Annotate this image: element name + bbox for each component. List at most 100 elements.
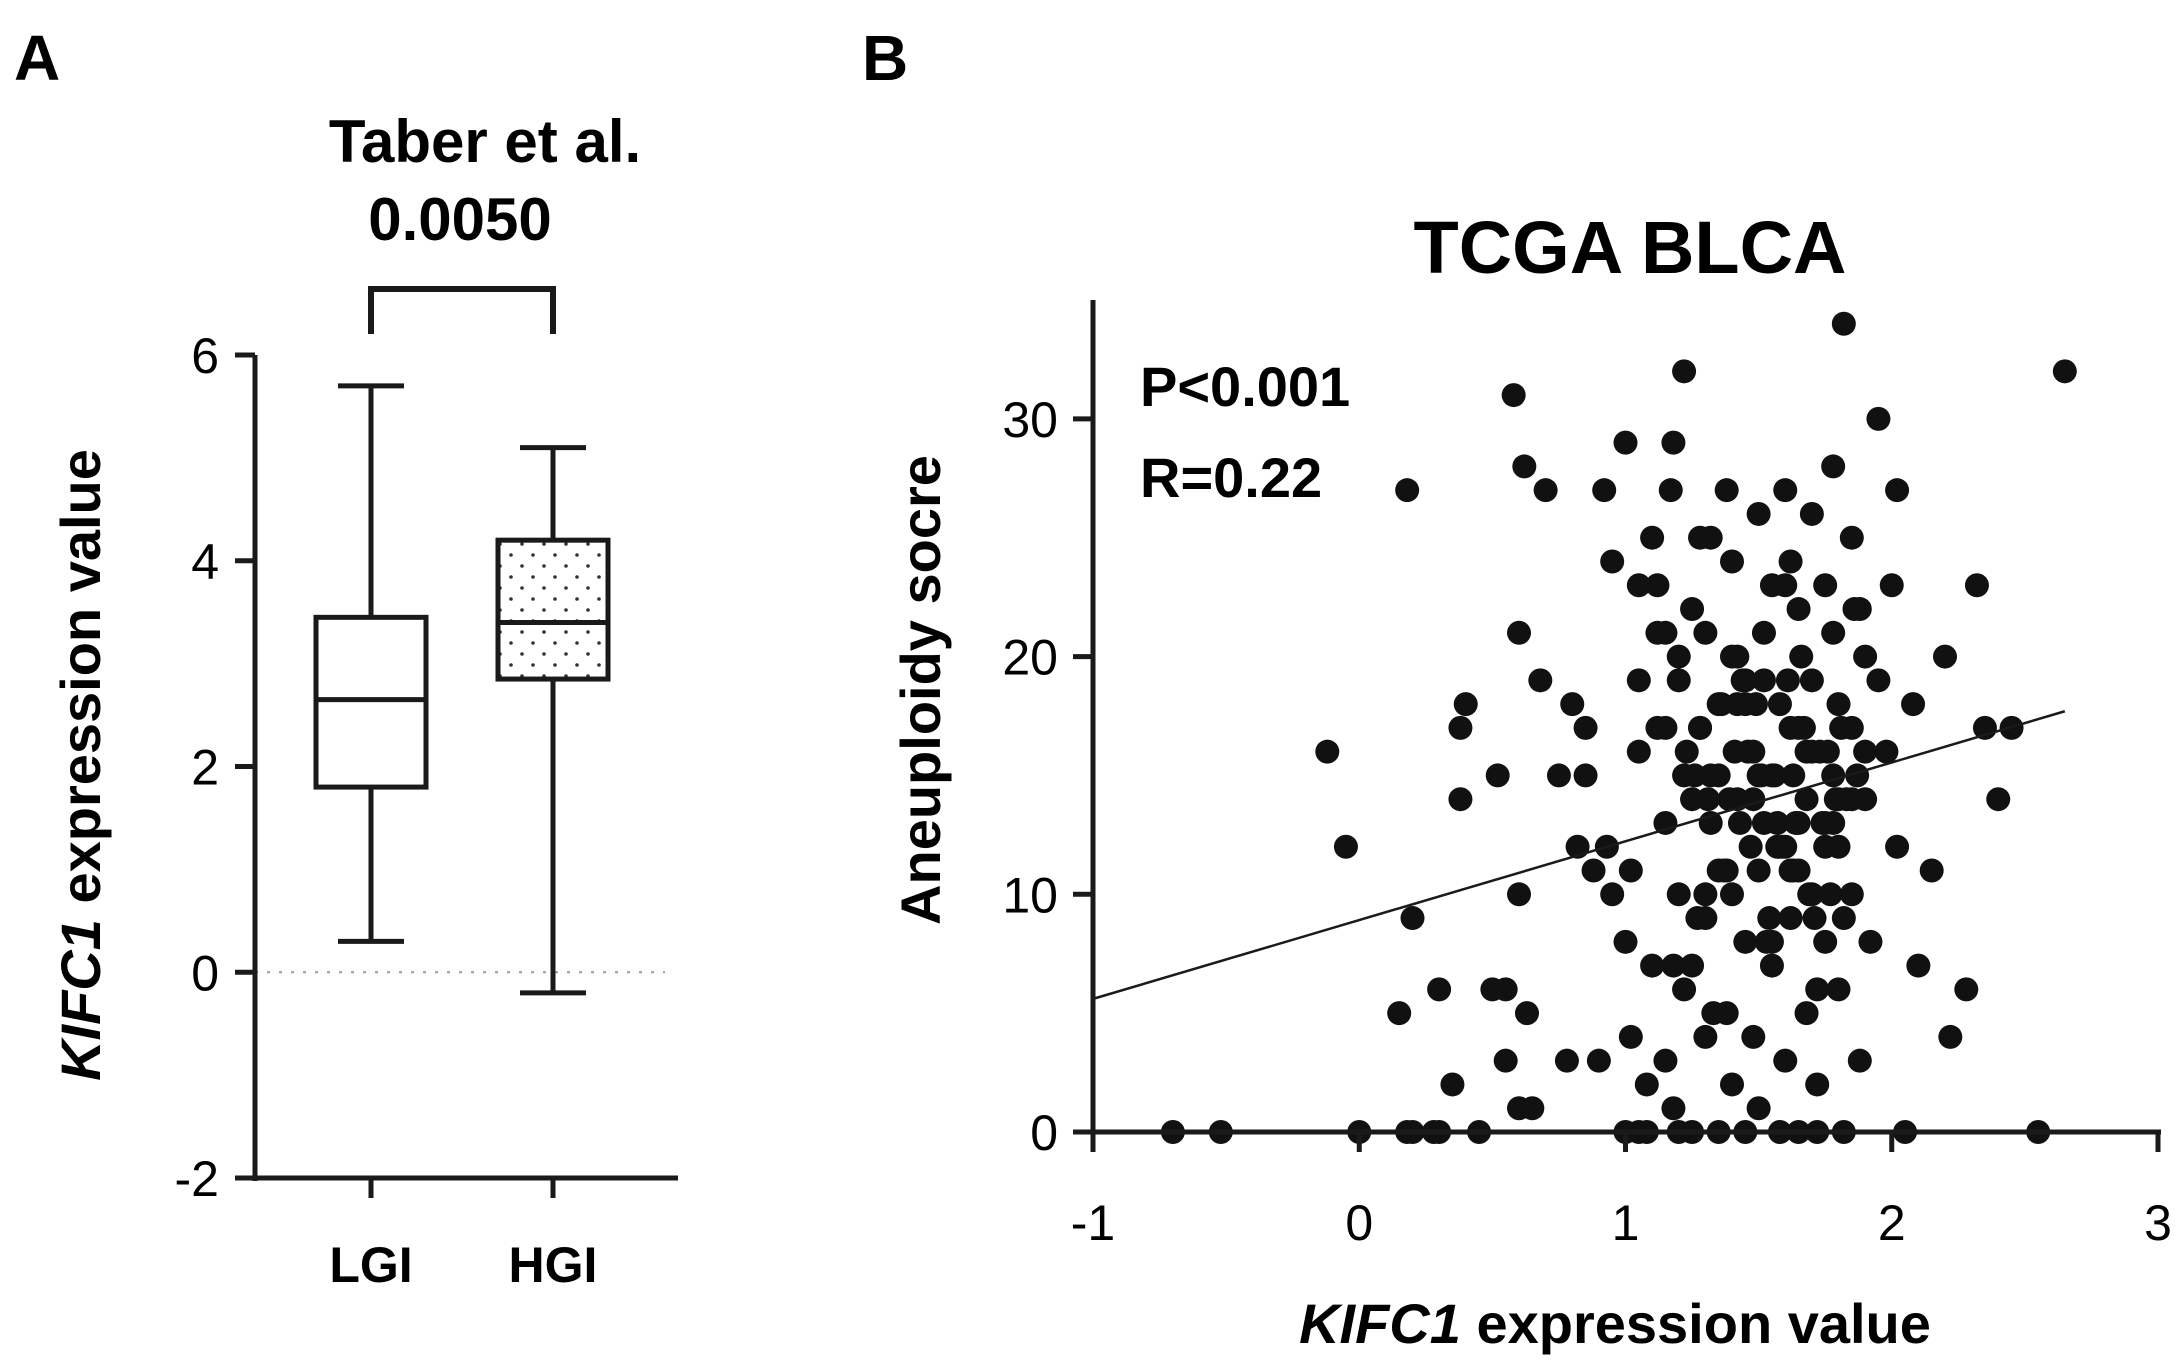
scatter-point: [1554, 1048, 1579, 1073]
scatter-point: [1672, 359, 1697, 384]
scatter-point: [1714, 478, 1739, 503]
scatter-point: [1581, 858, 1606, 883]
scatter-point: [1839, 882, 1864, 907]
panel-b-x-axis-gene: KIFC1: [1299, 1292, 1461, 1355]
panel-b-y-tick-label: 0: [1030, 1105, 1058, 1161]
scatter-point: [1810, 810, 1835, 835]
panel-a-y-ticks: 6 4 2 0 -2: [175, 328, 678, 1207]
scatter-point: [1528, 668, 1553, 693]
significance-bracket: [368, 286, 556, 334]
scatter-point: [1674, 739, 1699, 764]
scatter-points: [1160, 311, 2077, 1144]
scatter-point: [1693, 882, 1718, 907]
scatter-point: [1645, 573, 1670, 598]
p-value-annotation: P<0.001: [1140, 355, 1350, 418]
scatter-point: [1986, 787, 2011, 812]
scatter-point: [1626, 739, 1651, 764]
scatter-point: [1698, 525, 1723, 550]
scatter-point: [1781, 763, 1806, 788]
panel-b-label: B: [862, 22, 908, 94]
scatter-point: [1821, 620, 1846, 645]
panel-b-title: TCGA BLCA: [1414, 206, 1847, 289]
scatter-point: [1730, 668, 1755, 693]
panel-a-y-tick-label: 2: [191, 740, 219, 796]
scatter-point: [1778, 858, 1803, 883]
panel-a-y-axis-gene: KIFC1: [49, 919, 112, 1081]
scatter-point: [1634, 1072, 1659, 1097]
scatter-point: [1573, 715, 1598, 740]
scatter-point: [1831, 311, 1856, 336]
scatter-point: [1427, 977, 1452, 1002]
scatter-point: [1821, 763, 1846, 788]
scatter-point: [1520, 1096, 1545, 1121]
scatter-point: [1901, 692, 1926, 717]
scatter-point: [1720, 1072, 1744, 1097]
scatter-point: [1799, 668, 1824, 693]
scatter-point: [1395, 478, 1420, 503]
scatter-point: [1613, 430, 1638, 455]
scatter-point: [1791, 715, 1816, 740]
scatter-point: [1767, 692, 1792, 717]
iqr-box: [313, 614, 429, 790]
scatter-point: [1743, 692, 1768, 717]
scatter-point: [1749, 763, 1774, 788]
scatter-point: [1954, 977, 1979, 1002]
scatter-point: [1618, 1024, 1643, 1049]
scatter-point: [1727, 810, 1752, 835]
panel-a-p-value: 0.0050: [368, 186, 552, 253]
panel-b-x-axis-label: KIFC1 expression value: [1299, 1292, 1931, 1355]
scatter-point: [1696, 787, 1721, 812]
scatter-point: [1823, 787, 1848, 812]
scatter-point: [1778, 549, 1803, 574]
panel-a-categories: LGI HGI: [329, 1178, 597, 1293]
scatter-point: [1586, 1048, 1611, 1073]
scatter-point: [1746, 1096, 1771, 1121]
panel-b-y-tick-label: 30: [1002, 392, 1058, 448]
scatter-point: [1845, 763, 1870, 788]
scatter-point: [1741, 1024, 1766, 1049]
scatter-point: [1315, 739, 1340, 764]
scatter-point: [1592, 478, 1617, 503]
scatter-point: [1853, 644, 1878, 669]
scatter-point: [1746, 501, 1771, 526]
scatter-point: [1842, 597, 1867, 622]
scatter-point: [1653, 1048, 1678, 1073]
scatter-point: [1853, 739, 1878, 764]
scatter-point: [1885, 834, 1910, 859]
scatter-point: [1720, 644, 1744, 669]
panel-b-y-axis-label: Aneuploidy socre: [889, 455, 952, 925]
panel-a-y-axis-label: KIFC1 expression value: [49, 449, 112, 1081]
scatter-point: [1765, 810, 1790, 835]
scatter-point: [1717, 787, 1742, 812]
scatter-point: [1626, 573, 1651, 598]
scatter-point: [1874, 739, 1899, 764]
box-lgi: [313, 383, 429, 944]
scatter-point: [1400, 906, 1425, 931]
scatter-point: [1738, 834, 1763, 859]
scatter-point: [1645, 620, 1670, 645]
scatter-point: [1706, 763, 1731, 788]
panel-a-y-tick-label: -2: [175, 1151, 219, 1207]
category-label-lgi: LGI: [329, 1237, 412, 1293]
scatter-point: [1661, 1096, 1686, 1121]
scatter-point: [1693, 1024, 1718, 1049]
scatter-point: [1485, 763, 1510, 788]
scatter-point: [1666, 668, 1691, 693]
panel-a-box-plot: Taber et al. 0.0050 KIFC1 expression val…: [49, 108, 678, 1293]
panel-b-x-tick-label: 3: [2144, 1195, 2172, 1251]
panel-b-x-tick-label: 1: [1612, 1195, 1640, 1251]
scatter-point: [1448, 715, 1473, 740]
scatter-point: [1751, 668, 1776, 693]
scatter-point: [1507, 620, 1531, 645]
scatter-point: [1720, 882, 1744, 907]
scatter-point: [1640, 525, 1665, 550]
scatter-point: [1813, 834, 1838, 859]
panel-a-title: Taber et al.: [329, 108, 641, 175]
scatter-point: [1688, 715, 1713, 740]
scatter-point: [1733, 929, 1758, 954]
scatter-point: [1815, 739, 1840, 764]
scatter-point: [1858, 929, 1883, 954]
scatter-point: [1600, 549, 1625, 574]
scatter-point: [1906, 953, 1931, 978]
